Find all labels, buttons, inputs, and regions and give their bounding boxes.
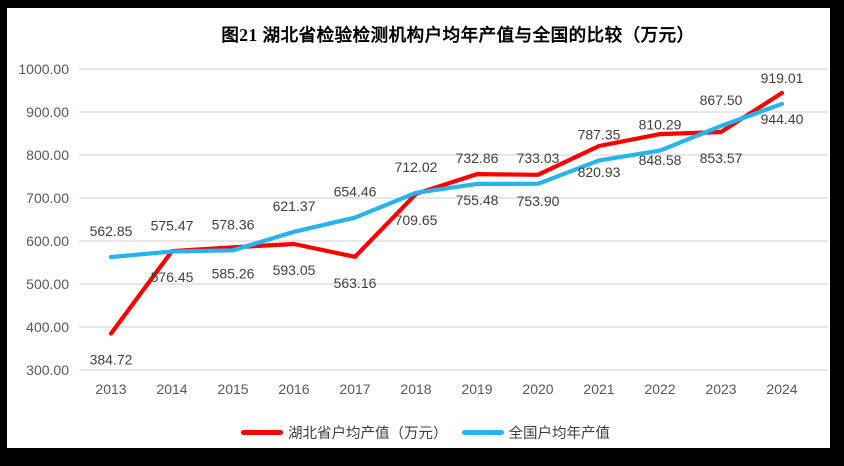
data-label: 578.36 (212, 216, 255, 232)
data-label: 563.16 (334, 275, 377, 291)
y-tick-label: 400.00 (26, 319, 69, 335)
data-label: 575.47 (151, 218, 194, 234)
data-label: 585.26 (212, 265, 255, 281)
data-label: 787.35 (578, 126, 621, 142)
national-data-labels: 562.85 575.47 578.36 621.37 654.46 712.02 732.… (90, 70, 804, 239)
y-tick-label: 900.00 (26, 104, 69, 120)
legend-item-hubei: 湖北省户均产值（万元） (241, 422, 448, 443)
gridlines (79, 68, 828, 371)
x-tick-label: 2024 (766, 381, 797, 397)
y-tick-label: 1000.00 (18, 61, 69, 77)
y-axis-tick-labels: 300.00 400.00 500.00 600.00 700.00 800.00 900.… (18, 61, 69, 378)
y-tick-label: 300.00 (26, 362, 69, 378)
legend-label-national: 全国户均年产值 (508, 426, 611, 442)
data-label: 384.72 (90, 352, 133, 368)
data-label: 848.58 (639, 152, 682, 168)
x-tick-label: 2020 (522, 381, 553, 397)
legend-label-hubei: 湖北省户均产值（万元） (288, 426, 448, 442)
data-label: 919.01 (761, 70, 804, 86)
legend-item-national: 全国户均年产值 (461, 422, 611, 443)
data-label: 944.40 (761, 111, 804, 127)
hubei-series-line-swatch (241, 430, 283, 435)
data-label: 732.86 (456, 150, 499, 166)
x-axis-category-labels: 2013 2014 2015 2016 2017 2018 2019 2020 2021 2022… (95, 381, 797, 397)
data-label: 654.46 (334, 184, 377, 200)
x-tick-label: 2017 (339, 381, 370, 397)
x-tick-label: 2014 (156, 381, 187, 397)
x-tick-label: 2016 (278, 381, 309, 397)
x-tick-label: 2015 (217, 381, 248, 397)
data-label: 853.57 (700, 150, 743, 166)
y-tick-label: 500.00 (26, 276, 69, 292)
chart-legend: 湖北省户均产值（万元） 全国户均年产值 (14, 422, 837, 443)
x-tick-label: 2019 (461, 381, 492, 397)
chart-title: 图21 湖北省检验检测机构户均年产值与全国的比较（万元） (221, 25, 695, 45)
data-label: 621.37 (273, 198, 316, 214)
data-label: 733.03 (517, 150, 560, 166)
data-label: 753.90 (517, 193, 560, 209)
x-tick-label: 2022 (644, 381, 675, 397)
data-label: 755.48 (456, 192, 499, 208)
y-tick-label: 800.00 (26, 147, 69, 163)
hubei-data-labels: 384.72 576.45 585.26 593.05 563.16 709.65 755.… (90, 111, 804, 368)
national-series-line (108, 101, 785, 260)
data-label: 562.85 (90, 223, 133, 239)
data-label: 593.05 (273, 262, 316, 278)
y-tick-label: 600.00 (26, 233, 69, 249)
data-label: 576.45 (151, 269, 194, 285)
data-label: 709.65 (395, 212, 438, 228)
data-label: 810.29 (639, 117, 682, 133)
hubei-series-line (108, 90, 785, 336)
chart-canvas: 图21 湖北省检验检测机构户均年产值与全国的比较（万元） 湖北省户均产值（万元）… (7, 8, 830, 448)
y-tick-label: 700.00 (26, 190, 69, 206)
data-label: 820.93 (578, 164, 621, 180)
national-series-line-swatch (461, 430, 504, 435)
x-tick-label: 2021 (583, 381, 614, 397)
data-label: 712.02 (395, 159, 438, 175)
data-label: 867.50 (700, 92, 743, 108)
x-tick-label: 2023 (705, 381, 736, 397)
x-tick-label: 2018 (400, 381, 431, 397)
x-tick-label: 2013 (95, 381, 126, 397)
